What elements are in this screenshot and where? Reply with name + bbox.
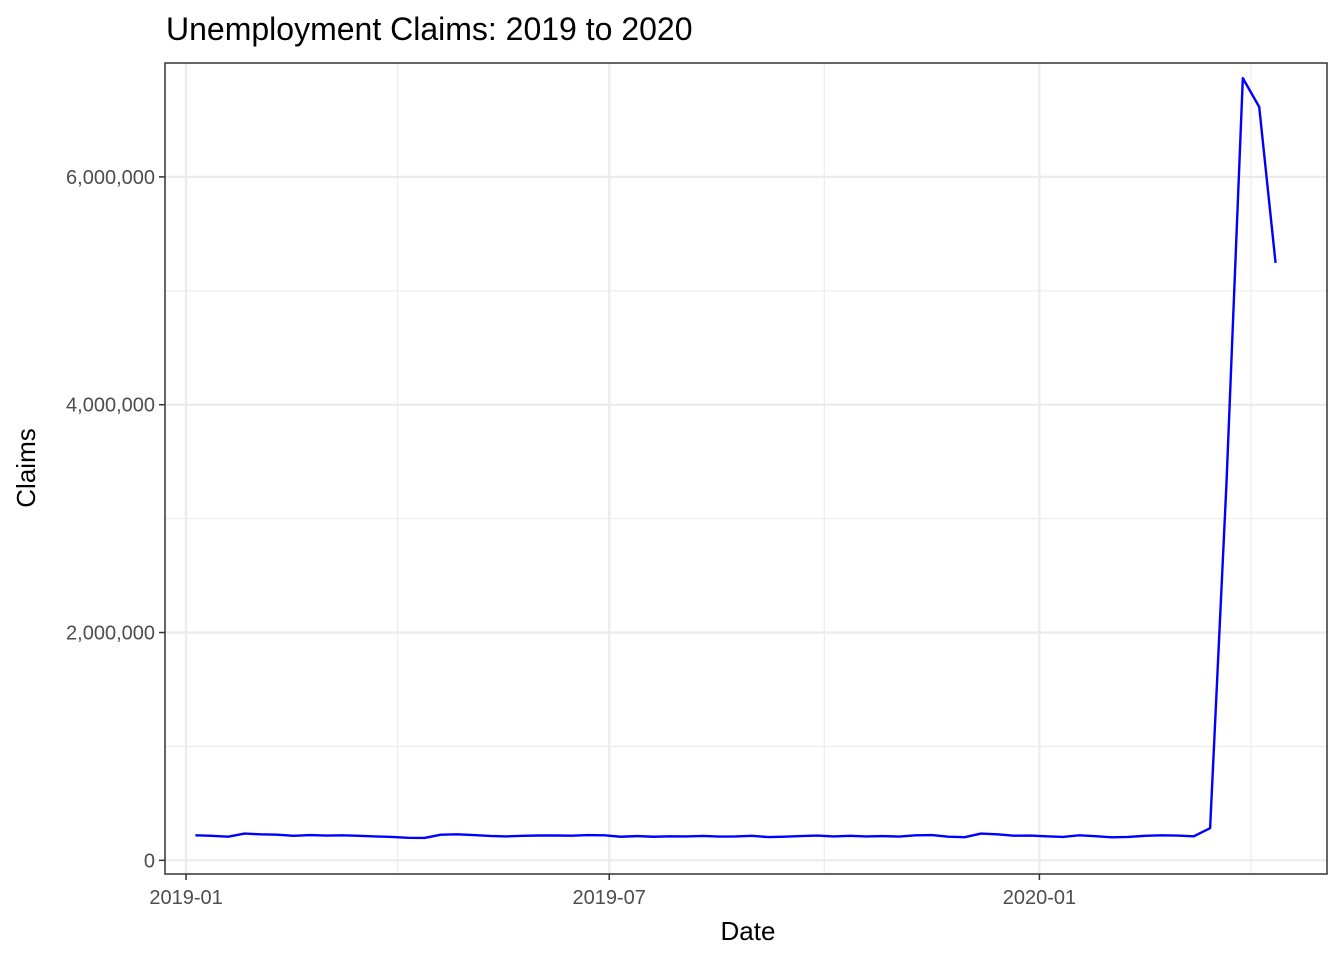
y-axis-title: Claims — [11, 428, 41, 507]
x-tick-label: 2020-01 — [1003, 887, 1076, 909]
x-tick-label: 2019-01 — [149, 887, 222, 909]
series-layer — [195, 76, 1277, 840]
y-tick-label: 4,000,000 — [66, 395, 155, 417]
chart-title: Unemployment Claims: 2019 to 2020 — [166, 11, 693, 47]
x-axis: 2019-01 2019-07 2020-01 — [149, 874, 1076, 909]
y-tick-label: 0 — [144, 850, 155, 872]
y-tick-label: 6,000,000 — [66, 167, 155, 189]
y-axis: 0 2,000,000 4,000,000 6,000,000 — [66, 167, 165, 872]
major-gridlines — [165, 63, 1327, 874]
x-tick-label: 2019-07 — [573, 887, 646, 909]
series-line — [195, 76, 1277, 840]
x-axis-title: Date — [721, 916, 776, 946]
y-tick-label: 2,000,000 — [66, 623, 155, 645]
minor-gridlines — [165, 63, 1327, 874]
panel-border — [164, 62, 1328, 875]
